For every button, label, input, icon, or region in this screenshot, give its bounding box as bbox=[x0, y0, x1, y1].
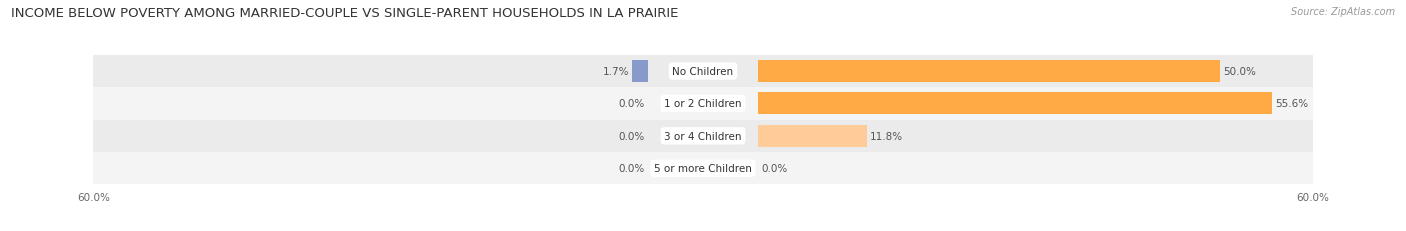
Text: 55.6%: 55.6% bbox=[1275, 99, 1308, 109]
Text: 0.0%: 0.0% bbox=[619, 164, 645, 173]
Text: 0.0%: 0.0% bbox=[619, 131, 645, 141]
Text: 0.0%: 0.0% bbox=[761, 164, 787, 173]
Bar bbox=[758, 93, 1272, 115]
Text: 5 or more Children: 5 or more Children bbox=[654, 164, 752, 173]
Text: 1 or 2 Children: 1 or 2 Children bbox=[664, 99, 742, 109]
Bar bbox=[93, 120, 1313, 152]
Text: 50.0%: 50.0% bbox=[1223, 67, 1256, 77]
Bar bbox=[631, 61, 648, 83]
Text: 3 or 4 Children: 3 or 4 Children bbox=[664, 131, 742, 141]
Bar bbox=[758, 61, 1220, 83]
Text: INCOME BELOW POVERTY AMONG MARRIED-COUPLE VS SINGLE-PARENT HOUSEHOLDS IN LA PRAI: INCOME BELOW POVERTY AMONG MARRIED-COUPL… bbox=[11, 7, 679, 20]
Text: 0.0%: 0.0% bbox=[619, 99, 645, 109]
Text: 1.7%: 1.7% bbox=[603, 67, 628, 77]
Text: 11.8%: 11.8% bbox=[870, 131, 904, 141]
Bar bbox=[758, 125, 868, 147]
Text: Source: ZipAtlas.com: Source: ZipAtlas.com bbox=[1291, 7, 1395, 17]
Bar bbox=[93, 56, 1313, 88]
Bar bbox=[93, 152, 1313, 185]
Bar bbox=[93, 88, 1313, 120]
Text: No Children: No Children bbox=[672, 67, 734, 77]
